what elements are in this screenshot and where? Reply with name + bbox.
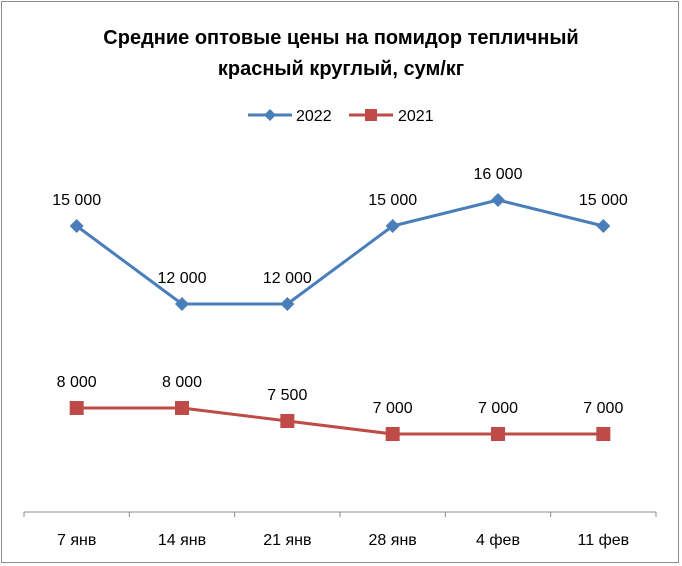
legend: 2022 2021	[248, 108, 434, 125]
data-label-2021: 7 000	[373, 400, 413, 417]
data-label-2021: 8 000	[162, 374, 202, 391]
data-point-2022	[491, 193, 505, 207]
chart-title-line-1: Средние оптовые цены на помидор тепличны…	[103, 27, 578, 49]
data-label-2021: 7 000	[583, 400, 623, 417]
data-point-2021	[69, 401, 84, 415]
x-axis-ticks: 7 янв 14 янв 21 янв 28 янв 4 фев 11 фев	[23, 512, 657, 549]
data-label-2022: 15 000	[579, 192, 628, 209]
series-2021: 8 000 8 000 7 500 7 000 7 000 7 000	[57, 374, 623, 441]
data-point-2022	[596, 219, 611, 233]
data-label-2022: 15 000	[368, 192, 417, 209]
data-point-2022	[175, 297, 189, 311]
x-tick-label: 4 фев	[476, 532, 520, 549]
data-point-2021	[596, 427, 611, 441]
chart-title-line-2: красный круглый, сум/кг	[218, 58, 464, 80]
legend-label-2021: 2021	[398, 108, 434, 125]
legend-marker-2022	[264, 109, 276, 121]
x-tick-label: 11 фев	[578, 532, 630, 549]
legend-item-2021: 2021	[349, 108, 434, 125]
x-tick-label: 7 янв	[57, 532, 96, 549]
x-tick-label: 21 янв	[263, 532, 311, 549]
data-point-2021	[280, 414, 295, 428]
data-point-2021	[385, 427, 400, 441]
x-tick-label: 14 янв	[158, 532, 206, 549]
legend-label-2022: 2022	[296, 108, 332, 125]
data-point-2021	[175, 401, 189, 415]
data-point-2022	[280, 297, 295, 311]
data-point-2022	[385, 219, 400, 233]
legend-item-2022: 2022	[248, 108, 332, 125]
legend-marker-2021	[365, 109, 377, 121]
chart-title: Средние оптовые цены на помидор тепличны…	[103, 27, 578, 80]
data-label-2022: 16 000	[474, 166, 523, 183]
series-layer: 15 000 12 000 12 000 15 000 16 000 15 000 8 00…	[52, 166, 628, 441]
data-label-2021: 7 500	[267, 387, 307, 404]
series-2022: 15 000 12 000 12 000 15 000 16 000 15 000	[52, 166, 628, 311]
data-label-2021: 8 000	[57, 374, 97, 391]
series-line-2021	[76, 406, 604, 436]
data-point-2022	[69, 219, 84, 233]
series-line-2022	[75, 198, 604, 306]
data-label-2022: 12 000	[158, 270, 207, 287]
data-label-2022: 15 000	[52, 192, 101, 209]
data-point-2021	[491, 427, 505, 441]
data-label-2022: 12 000	[263, 270, 312, 287]
x-tick-label: 28 янв	[369, 532, 417, 549]
data-label-2021: 7 000	[478, 400, 518, 417]
